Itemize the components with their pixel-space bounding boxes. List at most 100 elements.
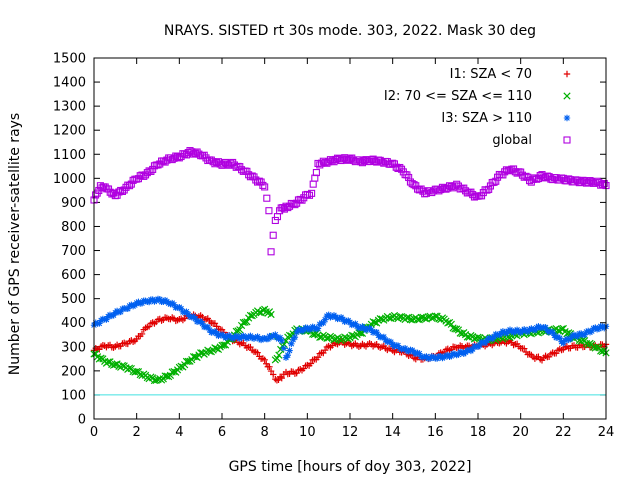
data-point <box>127 180 135 188</box>
data-point <box>380 333 387 341</box>
data-point <box>161 158 169 166</box>
data-point <box>366 157 374 166</box>
y-tick-label: 200 <box>61 364 86 379</box>
data-point <box>504 167 512 175</box>
data-point <box>320 319 327 327</box>
data-point <box>151 298 158 305</box>
data-point <box>276 334 284 341</box>
data-point <box>293 329 300 336</box>
y-tick-label: 600 <box>61 268 86 283</box>
data-point <box>243 318 251 326</box>
data-point <box>192 315 199 323</box>
data-point <box>332 155 340 163</box>
data-point <box>400 345 407 353</box>
legend: I1: SZA < 70 I2: 70 <= SZA <= 110 I3: SZA … <box>384 67 571 148</box>
data-point <box>449 350 457 357</box>
data-point <box>581 177 589 185</box>
data-point <box>403 347 411 354</box>
data-point <box>147 167 155 176</box>
data-point <box>267 248 275 256</box>
data-point <box>560 340 567 347</box>
data-point <box>529 326 537 333</box>
data-point <box>362 156 370 164</box>
data-point <box>150 162 158 170</box>
x-tick-label: 24 <box>598 425 615 440</box>
data-point <box>574 176 582 184</box>
data-point <box>118 187 126 195</box>
data-point <box>216 160 224 168</box>
data-point <box>384 338 391 346</box>
data-point <box>314 354 322 361</box>
data-point <box>533 175 541 183</box>
data-point <box>273 213 282 221</box>
data-point <box>286 347 293 354</box>
legend-marker-sza-lt-70 <box>563 70 571 78</box>
data-point <box>280 345 288 352</box>
data-point <box>492 177 500 185</box>
data-point <box>590 179 598 187</box>
data-point <box>166 154 174 162</box>
data-point <box>396 163 404 172</box>
data-point <box>373 158 381 166</box>
x-tick-label: 16 <box>427 425 444 440</box>
data-point <box>245 333 252 340</box>
data-point <box>414 349 421 357</box>
data-point <box>501 329 508 336</box>
data-point <box>321 316 329 323</box>
data-point <box>191 149 199 157</box>
data-point <box>464 347 471 354</box>
data-point <box>342 156 350 164</box>
data-point <box>577 178 585 186</box>
x-tick-label: 18 <box>470 425 487 440</box>
data-point <box>204 323 211 331</box>
data-point <box>480 339 487 346</box>
data-point <box>190 150 198 158</box>
data-point <box>278 337 285 345</box>
data-point <box>172 152 180 160</box>
data-point <box>191 353 199 361</box>
data-point <box>236 326 244 334</box>
data-point <box>198 152 206 160</box>
x-tick-label: 12 <box>342 425 359 440</box>
data-point <box>184 149 192 157</box>
data-point <box>487 334 494 342</box>
x-tick-label: 10 <box>299 425 316 440</box>
data-point <box>170 154 178 162</box>
data-point <box>581 331 588 339</box>
y-tick-label: 500 <box>61 292 86 307</box>
data-point <box>540 173 548 181</box>
data-point <box>470 193 478 201</box>
data-point <box>108 312 115 320</box>
y-tick-label: 1400 <box>53 76 86 91</box>
data-point <box>417 185 425 193</box>
data-point <box>154 161 162 169</box>
data-point <box>261 183 269 191</box>
data-point <box>209 329 217 336</box>
data-point <box>597 181 605 189</box>
x-tick-label: 20 <box>512 425 529 440</box>
data-point <box>542 324 549 331</box>
data-point <box>245 171 253 179</box>
data-point <box>103 316 110 323</box>
data-point <box>549 328 556 336</box>
data-point <box>405 173 413 182</box>
data-point <box>566 176 574 184</box>
data-point <box>266 363 273 370</box>
data-point <box>547 328 555 335</box>
x-axis-label: GPS time [hours of doy 303, 2022] <box>229 459 472 475</box>
data-point <box>165 300 172 307</box>
data-point <box>138 330 146 338</box>
data-point <box>591 179 599 187</box>
y-tick-label: 0 <box>78 413 86 428</box>
data-point <box>408 180 416 188</box>
data-point <box>305 191 314 199</box>
data-point <box>341 318 348 325</box>
data-point <box>264 335 272 343</box>
data-point <box>521 345 528 352</box>
data-point <box>309 180 317 188</box>
data-point <box>309 323 316 330</box>
data-point <box>181 309 188 316</box>
data-point <box>565 336 572 344</box>
data-point <box>92 319 99 326</box>
y-tick-label: 1000 <box>53 172 86 187</box>
